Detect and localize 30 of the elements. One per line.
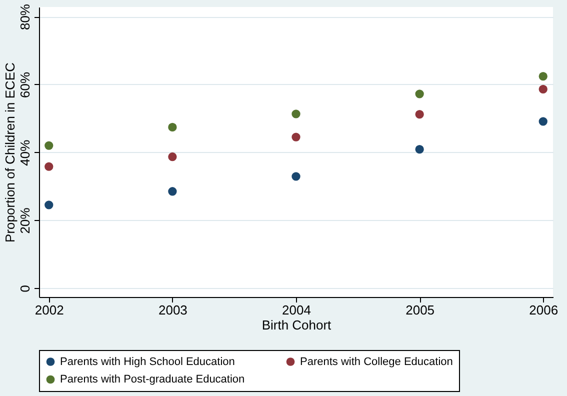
point xyxy=(44,200,54,210)
point xyxy=(44,162,54,171)
y-tick-label: 60% xyxy=(18,71,32,98)
point xyxy=(44,141,54,150)
y-tick-label: 0 xyxy=(18,285,32,292)
x-tick-label: 2006 xyxy=(529,302,558,318)
x-tick-label: 2005 xyxy=(406,302,435,318)
y-tick-label: 20% xyxy=(18,207,32,234)
legend-label: Parents with High School Education xyxy=(60,356,235,368)
point xyxy=(168,152,177,162)
point xyxy=(415,90,424,98)
point xyxy=(292,132,300,142)
point xyxy=(168,187,177,196)
x-tick-label: 2004 xyxy=(282,302,311,318)
x-tick-label: 2002 xyxy=(34,302,64,318)
y-tick-label: 80% xyxy=(18,4,32,30)
y-tick-label: 40% xyxy=(18,139,32,166)
point xyxy=(415,110,424,119)
point xyxy=(538,72,548,81)
x-axis-title: Birth Cohort xyxy=(262,318,332,332)
point xyxy=(292,172,300,181)
legend-label: Parents with Post-graduate Education xyxy=(60,374,245,386)
point xyxy=(168,122,177,132)
x-tick-label: 2003 xyxy=(158,302,188,318)
point xyxy=(415,144,424,154)
y-axis-title: Proportion of Children in ECEC xyxy=(2,62,18,242)
point xyxy=(538,84,548,94)
point xyxy=(538,117,548,126)
point xyxy=(292,110,300,118)
legend-label: Parents with College Education xyxy=(300,356,453,368)
